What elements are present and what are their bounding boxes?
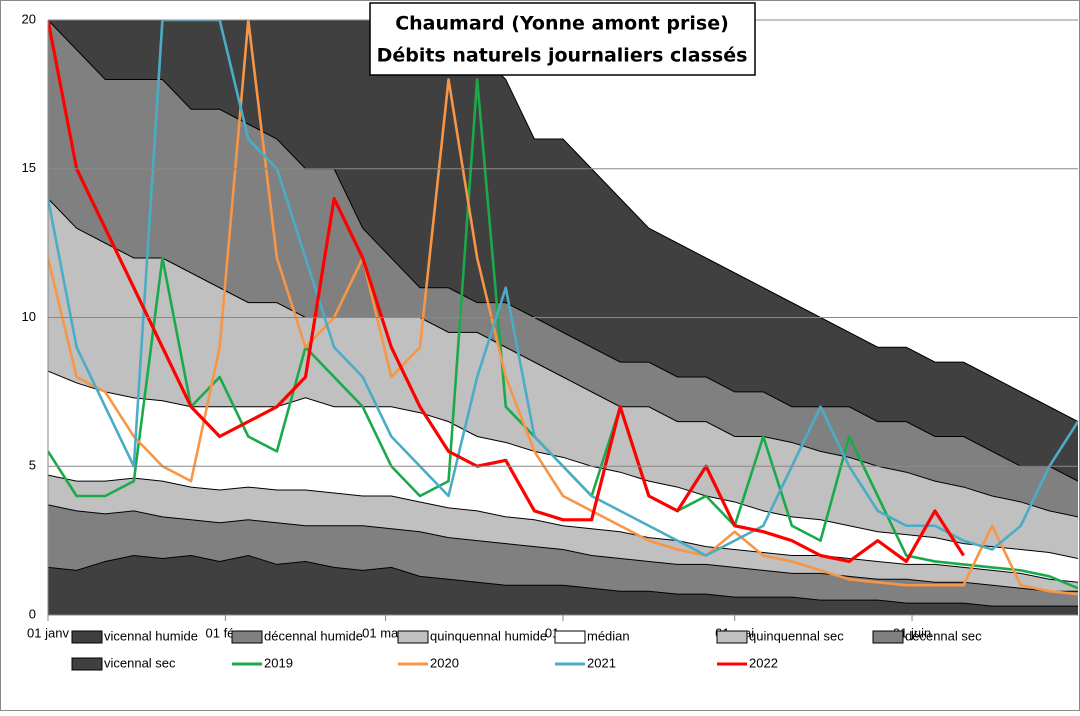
band-edge: [48, 370, 1078, 559]
legend-label: 2019: [264, 655, 293, 670]
legend-swatch: [872, 630, 904, 644]
y-tick-label: 0: [29, 606, 36, 621]
y-tick-label: 10: [22, 309, 36, 324]
y-tick-label: 20: [22, 11, 36, 26]
legend-label: décennal sec: [905, 628, 982, 643]
legend-label: 2022: [749, 655, 778, 670]
legend-swatch: [554, 630, 586, 644]
legend-swatch: [71, 657, 103, 671]
legend-label: 2020: [430, 655, 459, 670]
y-tick-label: 5: [29, 458, 36, 473]
legend-label: médian: [587, 628, 630, 643]
legend-swatch: [716, 630, 748, 644]
legend-swatch: [71, 630, 103, 644]
band-edge: [48, 198, 1078, 518]
legend-label: quinquennal sec: [749, 628, 844, 643]
series-line: [48, 20, 1078, 596]
legend-label: vicennal humide: [104, 628, 198, 643]
legend: vicennal humide décennal humide quinquenna…: [71, 628, 982, 671]
legend-label: quinquennal humide: [430, 628, 547, 643]
y-tick-label: 15: [22, 160, 36, 175]
chart-title: Débits naturels journaliers classés: [377, 45, 748, 67]
legend-swatch: [231, 630, 263, 644]
band-edge: [48, 554, 1078, 607]
series-line: [48, 20, 965, 564]
band-edge: [48, 20, 1078, 482]
x-tick-label: 01 janv: [27, 625, 69, 640]
legend-label: décennal humide: [264, 628, 363, 643]
band-edge: [48, 504, 1078, 592]
legend-label: 2021: [587, 655, 616, 670]
band-edge: [48, 474, 1078, 583]
title-box: [369, 2, 756, 76]
chart-title: Chaumard (Yonne amont prise): [395, 13, 729, 35]
legend-label: vicennal sec: [104, 655, 176, 670]
legend-swatch: [397, 630, 429, 644]
band-edge: [462, 20, 1078, 423]
